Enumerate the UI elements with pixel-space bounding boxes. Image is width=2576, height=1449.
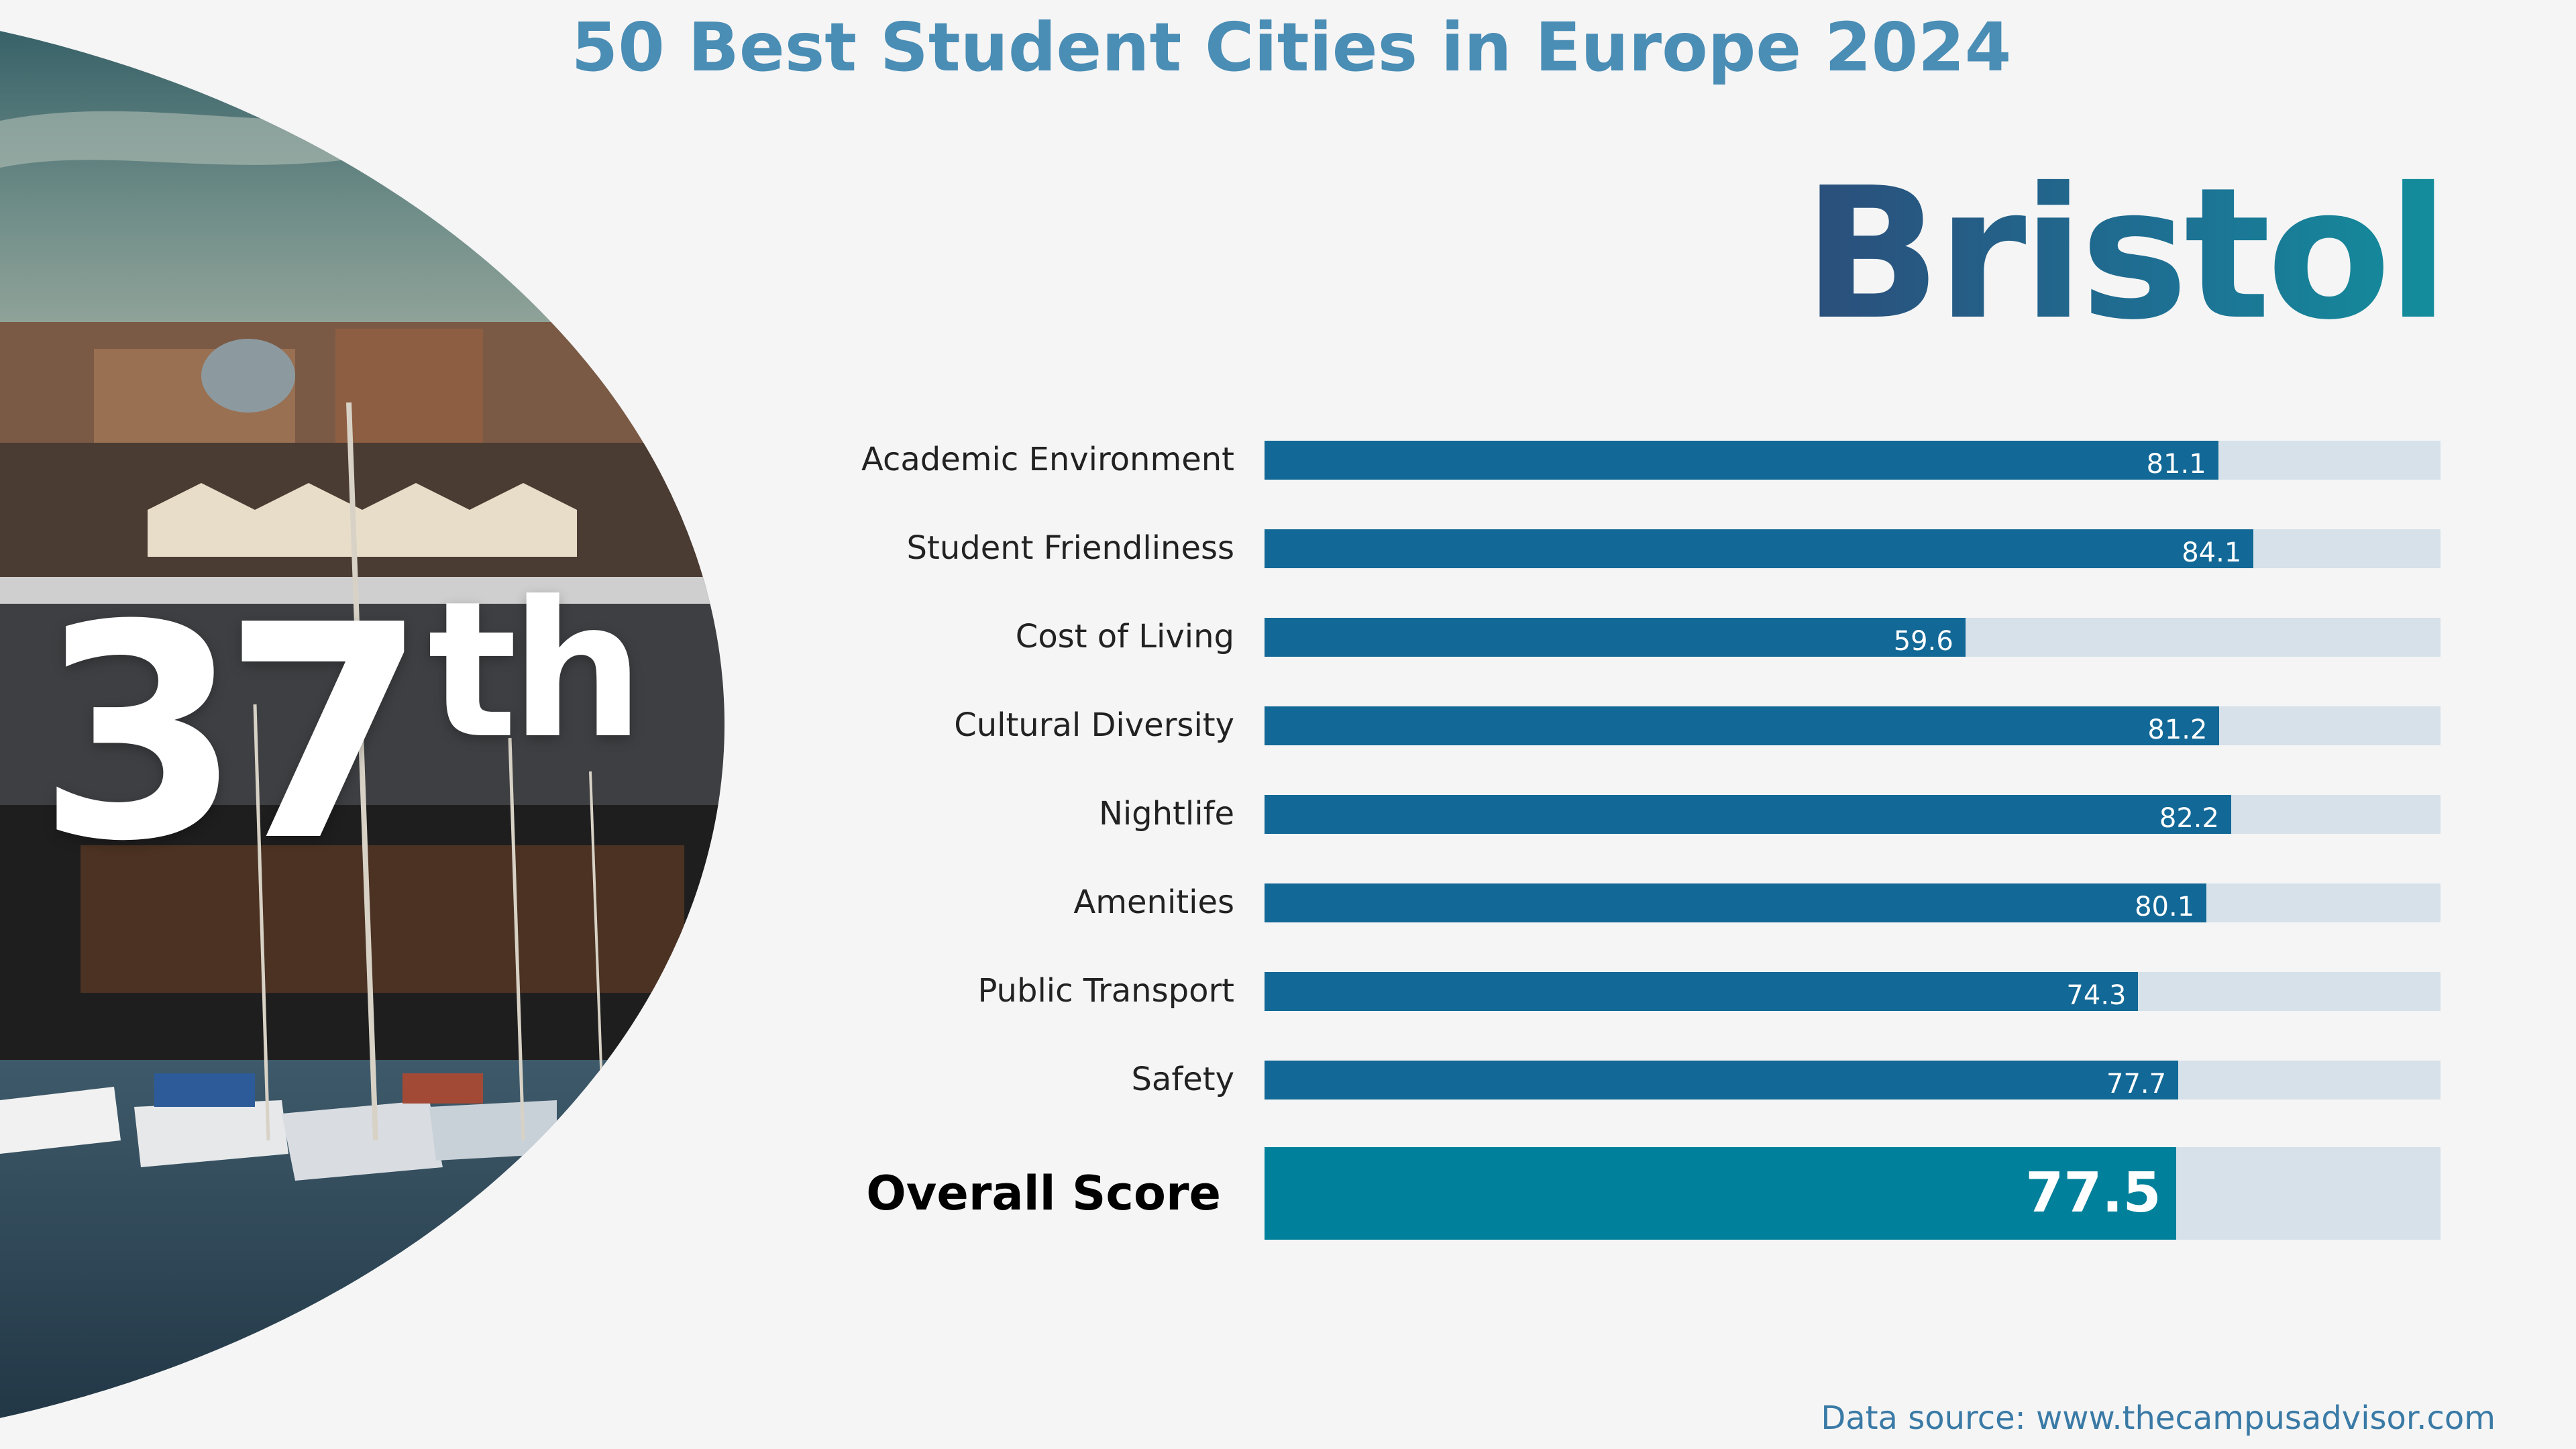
bar-value-label: 59.6 bbox=[1893, 626, 1953, 657]
bar-track: 74.3 bbox=[1265, 972, 2440, 1011]
rank-number: 37 bbox=[37, 562, 427, 906]
category-label: Safety bbox=[1131, 1061, 1234, 1098]
bar bbox=[1265, 1061, 2179, 1099]
category-label: Cost of Living bbox=[1015, 618, 1234, 655]
bar-value-label: 81.2 bbox=[2147, 714, 2208, 745]
overall-score-label: Overall Score bbox=[866, 1166, 1221, 1221]
bar-value-label: 82.2 bbox=[2159, 803, 2219, 834]
bar-track: 84.1 bbox=[1265, 529, 2440, 568]
bar-track: 59.6 bbox=[1265, 618, 2440, 657]
overall-bar-track: 77.5 bbox=[1265, 1147, 2440, 1240]
bar-track: 81.2 bbox=[1265, 706, 2440, 745]
overall-score-value: 77.5 bbox=[2025, 1161, 2161, 1225]
bar-value-label: 74.3 bbox=[2066, 980, 2127, 1011]
bar-value-label: 77.7 bbox=[2106, 1069, 2167, 1099]
bar bbox=[1265, 706, 2220, 745]
overall-bar bbox=[1265, 1147, 2176, 1240]
bar bbox=[1265, 529, 2254, 568]
category-label: Public Transport bbox=[977, 972, 1234, 1010]
bar-track: 77.7 bbox=[1265, 1061, 2440, 1099]
category-label: Student Friendliness bbox=[906, 529, 1234, 567]
bar bbox=[1265, 972, 2139, 1011]
category-label: Amenities bbox=[1073, 883, 1234, 921]
data-source: Data source: www.thecampusadvisor.com bbox=[1821, 1399, 2496, 1437]
bar bbox=[1265, 441, 2218, 480]
bar bbox=[1265, 795, 2231, 834]
bar-value-label: 80.1 bbox=[2135, 892, 2195, 922]
category-label: Academic Environment bbox=[861, 441, 1234, 478]
bar-value-label: 84.1 bbox=[2182, 537, 2242, 568]
bar-track: 81.1 bbox=[1265, 441, 2440, 480]
city-photo bbox=[0, 0, 724, 1449]
rank-suffix: th bbox=[427, 561, 644, 780]
city-name: Bristol bbox=[1803, 148, 2449, 360]
bar-track: 80.1 bbox=[1265, 883, 2440, 922]
category-label: Nightlife bbox=[1098, 795, 1234, 833]
bar bbox=[1265, 883, 2207, 922]
bar-track: 82.2 bbox=[1265, 795, 2440, 834]
bar-value-label: 81.1 bbox=[2146, 449, 2206, 480]
chart-title: 50 Best Student Cities in Europe 2024 bbox=[571, 8, 2012, 87]
bar bbox=[1265, 618, 1966, 657]
category-label: Cultural Diversity bbox=[954, 706, 1234, 744]
